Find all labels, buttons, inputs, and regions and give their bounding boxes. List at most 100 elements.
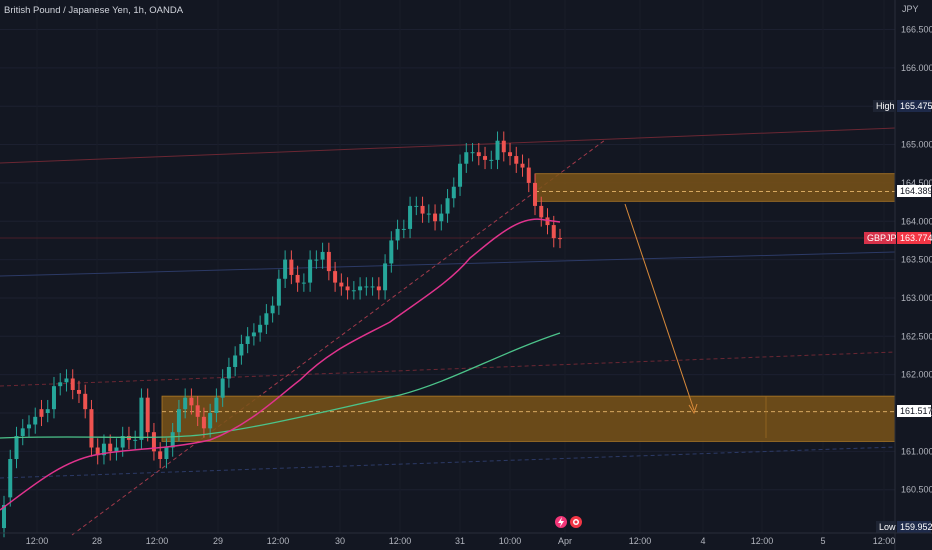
- candle-body: [345, 286, 350, 291]
- candle-body: [26, 424, 31, 429]
- candle-body: [483, 156, 488, 160]
- candle-body: [433, 213, 438, 222]
- candle-body: [283, 259, 288, 279]
- candle-body: [20, 428, 25, 437]
- candle-body: [264, 313, 269, 325]
- candle-body: [114, 447, 119, 452]
- candle-body: [64, 378, 69, 383]
- candle-body: [245, 336, 250, 344]
- candle-body: [414, 205, 419, 207]
- candle-body: [539, 205, 544, 218]
- candles: [2, 131, 562, 538]
- currency-label: JPY: [902, 4, 919, 14]
- candle-body: [451, 186, 456, 199]
- lightning-event-icon[interactable]: [555, 516, 567, 528]
- candle-body: [226, 366, 231, 379]
- y-tick-label: 162.500: [901, 331, 932, 341]
- candle-body: [108, 443, 113, 452]
- candle-body: [520, 163, 525, 168]
- candle-body: [51, 386, 56, 410]
- x-tick-label: 12:00: [267, 536, 290, 546]
- candle-body: [364, 286, 369, 288]
- y-tick-label: 163.000: [901, 293, 932, 303]
- bottom-channel-line: [0, 446, 896, 479]
- candle-body: [289, 259, 294, 275]
- candle-body: [2, 505, 6, 529]
- candle-body: [370, 286, 375, 288]
- x-tick-label: 29: [213, 536, 223, 546]
- candle-body: [233, 355, 238, 367]
- lower-support-zone[interactable]: [161, 395, 896, 442]
- x-tick-label: Apr: [558, 536, 572, 546]
- y-tick-label: 164.500: [901, 178, 932, 188]
- candle-body: [464, 152, 469, 164]
- upper-resistance-zone[interactable]: [534, 173, 896, 202]
- candle-body: [176, 409, 181, 433]
- candle-body: [214, 397, 219, 413]
- y-tick-label: 164.000: [901, 216, 932, 226]
- candle-body: [39, 409, 44, 417]
- candle-body: [201, 416, 206, 429]
- upper-channel-line: [0, 127, 896, 164]
- projection-arrow: [624, 203, 695, 411]
- candle-body: [133, 439, 138, 441]
- y-tick-label: 162.000: [901, 370, 932, 380]
- candle-body: [439, 213, 444, 222]
- candle-body: [383, 263, 388, 291]
- candle-body: [8, 459, 13, 498]
- candle-body: [251, 332, 256, 337]
- svg-text:Low: Low: [879, 522, 896, 532]
- candle-body: [495, 140, 500, 160]
- candle-body: [326, 251, 331, 272]
- candle-body: [401, 228, 406, 230]
- y-tick-label: 163.500: [901, 255, 932, 265]
- x-tick-label: 5: [820, 536, 825, 546]
- candle-body: [239, 343, 244, 356]
- diagonal-support-line: [71, 139, 606, 536]
- candle-body: [551, 225, 556, 239]
- lower-zone-price-tag: 161.517: [897, 405, 932, 417]
- lower-channel-line: [0, 351, 896, 387]
- x-tick-label: 12:00: [26, 536, 49, 546]
- candle-body: [508, 152, 513, 157]
- candle-body: [164, 447, 169, 460]
- event-marker-icon[interactable]: [570, 516, 582, 528]
- upper-zone-price-tag: 164.389: [897, 185, 932, 197]
- candle-body: [545, 217, 550, 226]
- candle-body: [308, 259, 313, 283]
- x-tick-label: 12:00: [751, 536, 774, 546]
- candle-body: [351, 290, 356, 292]
- y-tick-label: 165.000: [901, 140, 932, 150]
- candle-body: [220, 378, 225, 398]
- candle-body: [476, 152, 481, 157]
- x-tick-label: 4: [700, 536, 705, 546]
- x-tick-label: 12:00: [146, 536, 169, 546]
- y-tick-label: 160.500: [901, 485, 932, 495]
- candle-body: [189, 397, 194, 406]
- y-tick-label: 166.500: [901, 25, 932, 35]
- candle-body: [558, 238, 562, 240]
- svg-text:164.389: 164.389: [900, 186, 932, 196]
- candle-body: [376, 286, 381, 291]
- candle-body: [426, 213, 431, 215]
- candle-body: [126, 436, 131, 440]
- candle-body: [83, 393, 88, 410]
- svg-text:161.517: 161.517: [900, 406, 932, 416]
- projection-arrowhead: [688, 403, 698, 415]
- candle-body: [295, 274, 300, 283]
- pink-moving-average: [0, 218, 561, 511]
- candle-body: [76, 389, 81, 394]
- candle-body: [333, 271, 338, 283]
- candle-body: [145, 397, 150, 433]
- x-axis[interactable]: 12:00 28 12:00 29 12:00 30 12:00 31 10:00 Apr 12:0…: [26, 536, 896, 546]
- candle-body: [101, 443, 106, 456]
- x-tick-label: 30: [335, 536, 345, 546]
- candle-body: [445, 198, 450, 214]
- candle-body: [258, 324, 263, 333]
- candle-body: [395, 228, 400, 241]
- candle-body: [320, 251, 325, 260]
- symbol-price-tag: GBPJPY 163.774: [864, 232, 932, 244]
- candle-body: [70, 378, 75, 390]
